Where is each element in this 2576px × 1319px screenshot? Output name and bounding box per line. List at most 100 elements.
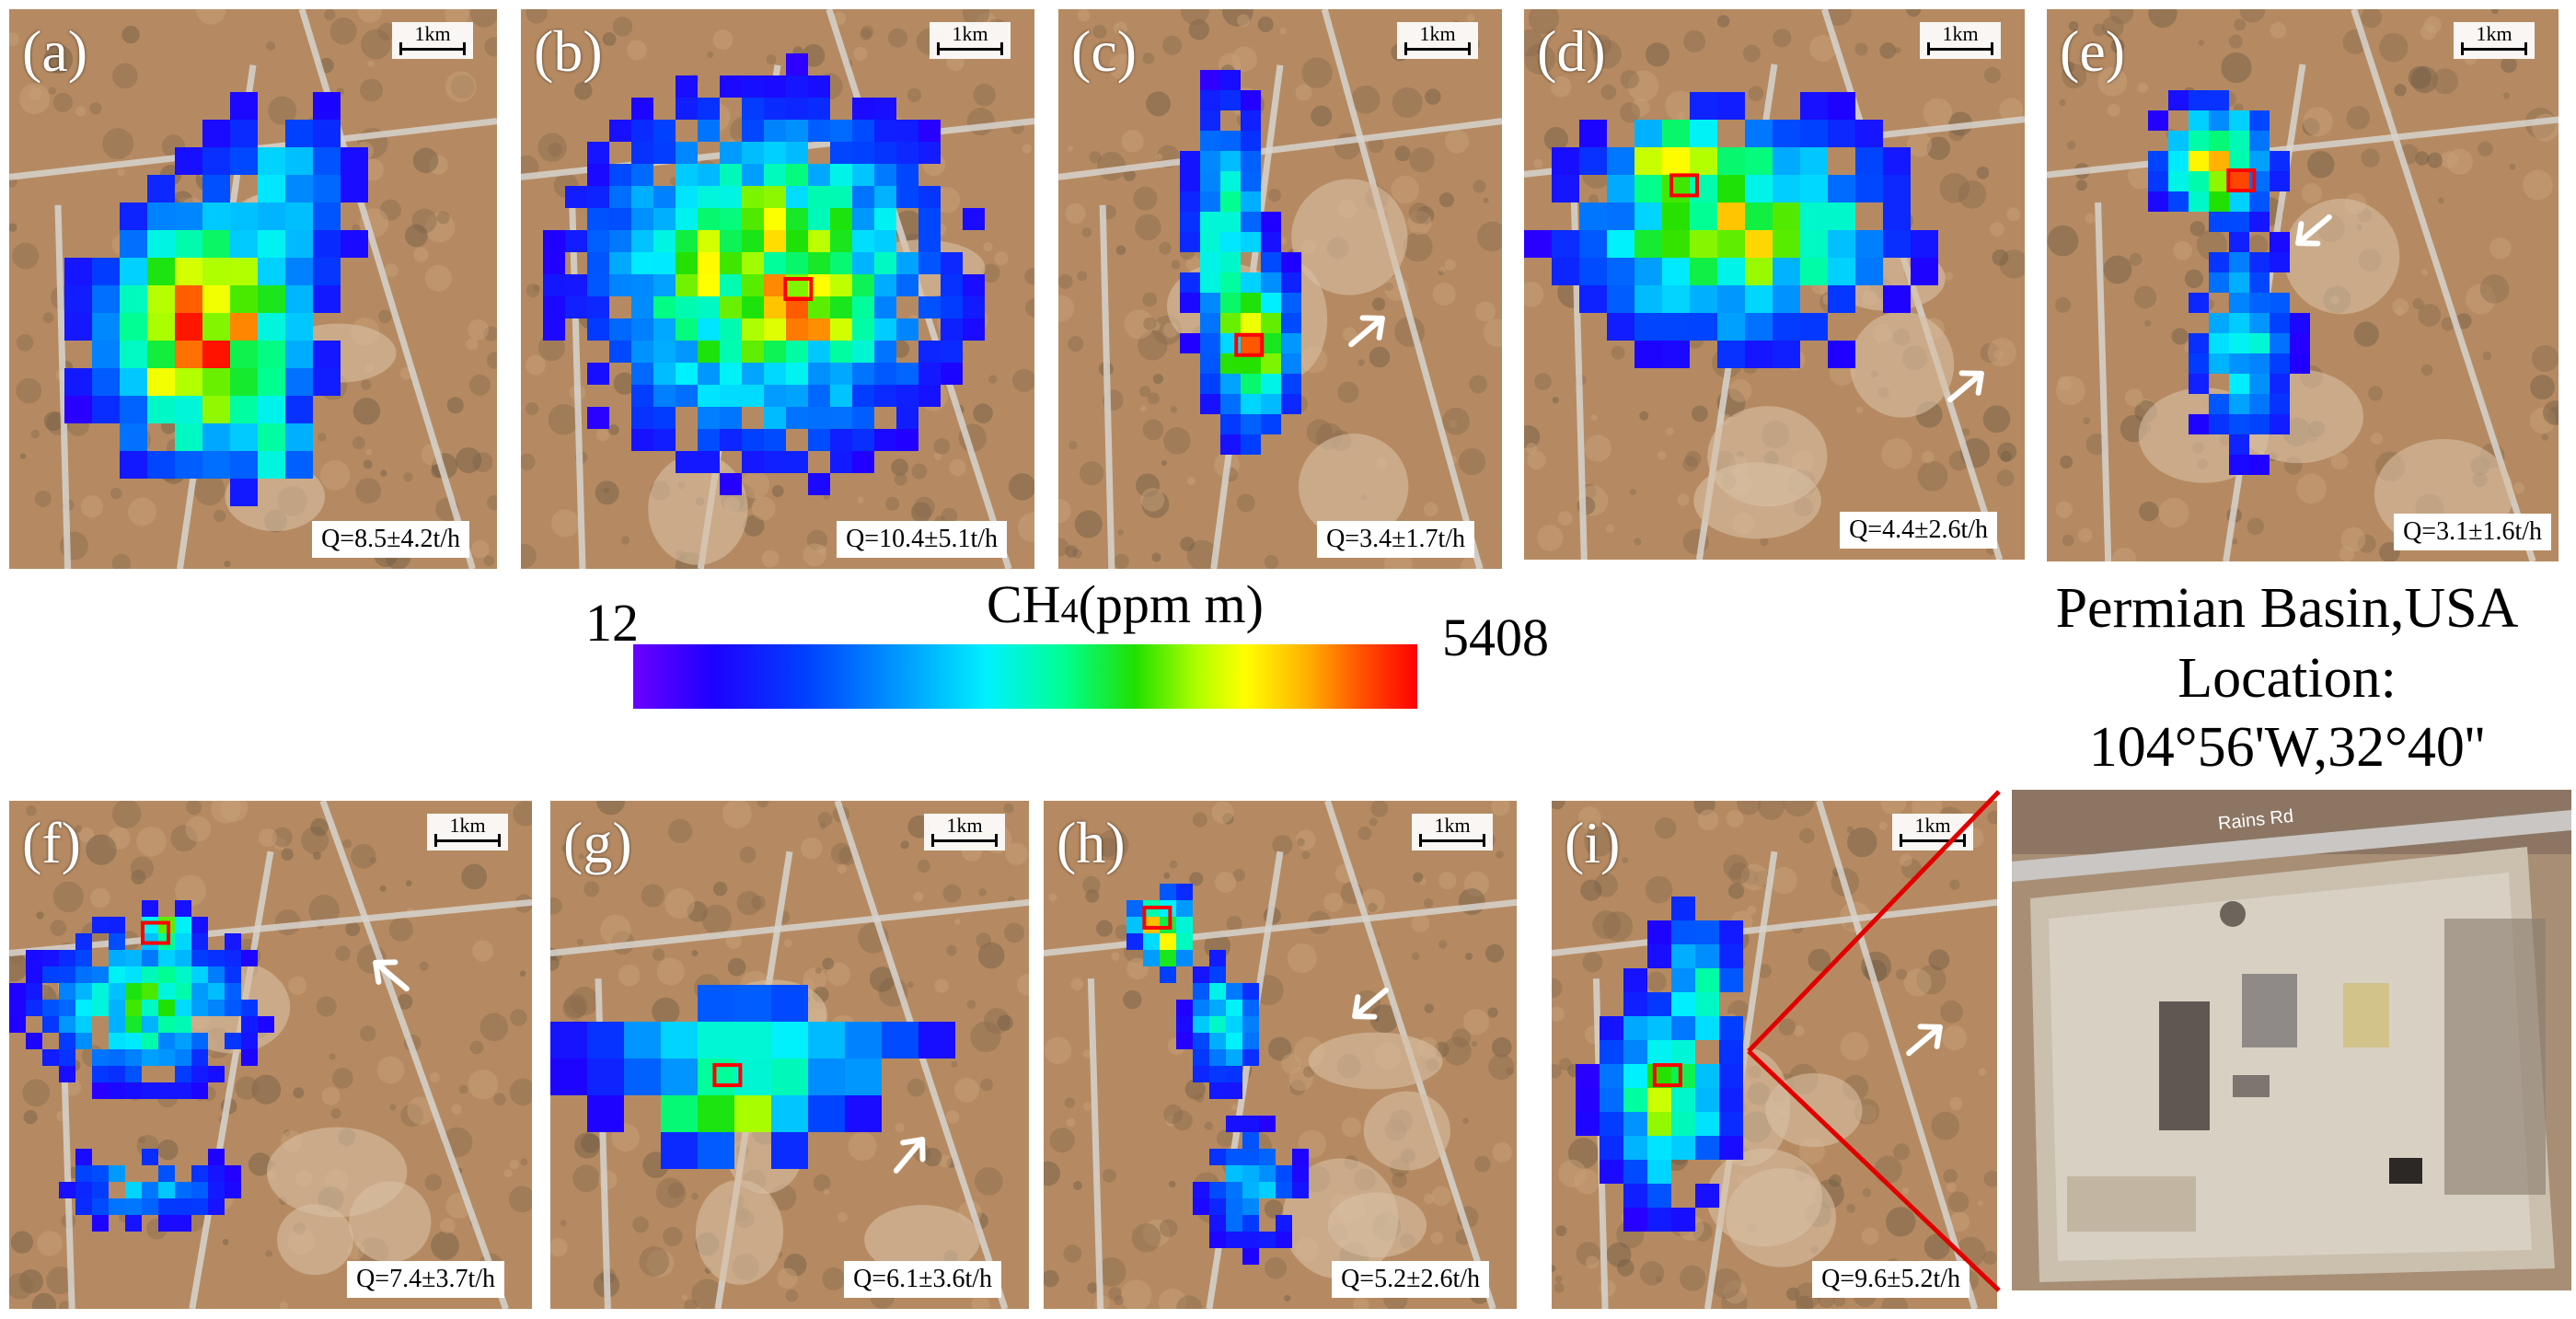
plume-pixel (92, 1049, 109, 1066)
plume-pixel (1226, 1165, 1242, 1182)
plume-pixel (225, 1033, 241, 1049)
plume-pixel (830, 341, 852, 363)
plume-pixel (808, 75, 830, 98)
plume-pixel (1261, 272, 1281, 293)
plume-pixel (764, 385, 786, 407)
plume-pixel (120, 341, 147, 368)
plume-pixel (1576, 1064, 1600, 1088)
plume-pixel (1226, 1000, 1242, 1016)
plume-pixel (1600, 1160, 1623, 1184)
plume-pixel (2189, 333, 2209, 353)
plume-pixel (42, 1000, 59, 1016)
plume-pixel (9, 1016, 26, 1033)
plume-pixel (142, 900, 158, 917)
plume-pixel (2148, 151, 2168, 171)
facility-satellite-photo (2012, 790, 2571, 1290)
plume-pixel (720, 75, 742, 98)
plume-pixel (1717, 202, 1745, 230)
plume-pixel (918, 296, 941, 318)
plume-pixel (142, 1149, 158, 1165)
plume-pixel (1635, 258, 1662, 285)
plume-pixel (786, 53, 808, 75)
plume-pixel (2229, 252, 2249, 272)
plume-pixel (1200, 171, 1220, 191)
plume-pixel (125, 1066, 142, 1082)
plume-pixel (2148, 110, 2168, 131)
plume-pixel (202, 175, 230, 202)
plume-pixel (852, 208, 874, 230)
plume-pixel (2189, 353, 2209, 374)
plume-pixel (92, 917, 109, 933)
plume-pixel (158, 1033, 175, 1049)
plume-pixel (158, 917, 175, 933)
plume-pixel (852, 274, 874, 296)
plume-pixel (698, 274, 720, 296)
plume-pixel (230, 202, 258, 230)
plume-pixel (142, 1033, 158, 1049)
plume-pixel (2290, 353, 2310, 374)
plume-pixel (1226, 983, 1242, 1000)
scale-bar: 1km (1920, 22, 2001, 59)
plume-pixel (786, 385, 808, 407)
plume-pixel (830, 186, 852, 208)
plume-pixel (1226, 1182, 1242, 1198)
plume-pixel (285, 258, 313, 285)
plume-pixel (109, 1165, 125, 1182)
plume-pixel (2229, 151, 2249, 171)
plume-pixel (2189, 191, 2209, 212)
plume-pixel (742, 385, 764, 407)
plume-pixel (963, 208, 985, 230)
plume-pixel (1662, 120, 1690, 147)
plume-pixel (1281, 313, 1301, 333)
plume-pixel (1281, 353, 1301, 374)
plume-pixel (109, 983, 125, 1000)
plume-pixel (26, 966, 42, 983)
plume-pixel (1623, 1136, 1647, 1160)
scale-bar-line (1900, 834, 1966, 847)
plume-pixel (1261, 212, 1281, 232)
plume-pixel (852, 296, 874, 318)
plume-pixel (896, 407, 918, 429)
plume-pixel (1276, 1182, 1292, 1198)
plume-pixel (125, 1082, 142, 1099)
plume-pixel (175, 900, 191, 917)
plume-pixel (147, 258, 175, 285)
plume-pixel (208, 1066, 225, 1082)
plume-pixel (653, 186, 676, 208)
plume-pixel (1241, 272, 1261, 293)
plume-pixel (1126, 917, 1143, 933)
plume-pixel (230, 230, 258, 258)
plume-pixel (1259, 1232, 1276, 1248)
plume-pixel (2290, 313, 2310, 333)
plume-pixel (125, 1049, 142, 1066)
plume-pixel (1690, 175, 1717, 202)
plume-pixel (191, 1198, 208, 1215)
plume-pixel (1855, 258, 1883, 285)
plume-pixel (874, 429, 896, 451)
plume-pixel (125, 1033, 142, 1049)
plume-pixel (550, 1059, 587, 1095)
plume-pixel (202, 313, 230, 341)
plume-pixel (742, 208, 764, 230)
plume-pixel (1623, 1040, 1647, 1064)
plume-pixel (175, 966, 191, 983)
plume-pixel (1647, 1184, 1671, 1208)
plume-pixel (258, 451, 285, 479)
plume-pixel (565, 296, 587, 318)
plume-pixel (1200, 131, 1220, 151)
plume-pixel (120, 202, 147, 230)
plume-pixel (1662, 175, 1690, 202)
plume-pixel (852, 451, 874, 473)
plume-pixel (676, 341, 698, 363)
plume-pixel (742, 98, 764, 120)
plume-pixel (742, 75, 764, 98)
plume-pixel (59, 950, 75, 966)
plume-pixel (258, 175, 285, 202)
plume-pixel (1193, 1000, 1209, 1016)
plume-pixel (543, 252, 565, 274)
plume-pixel (764, 407, 786, 429)
plume-pixel (676, 363, 698, 385)
plume-pixel (9, 1000, 26, 1016)
plume-pixel (852, 186, 874, 208)
plume-pixel (1717, 92, 1745, 120)
